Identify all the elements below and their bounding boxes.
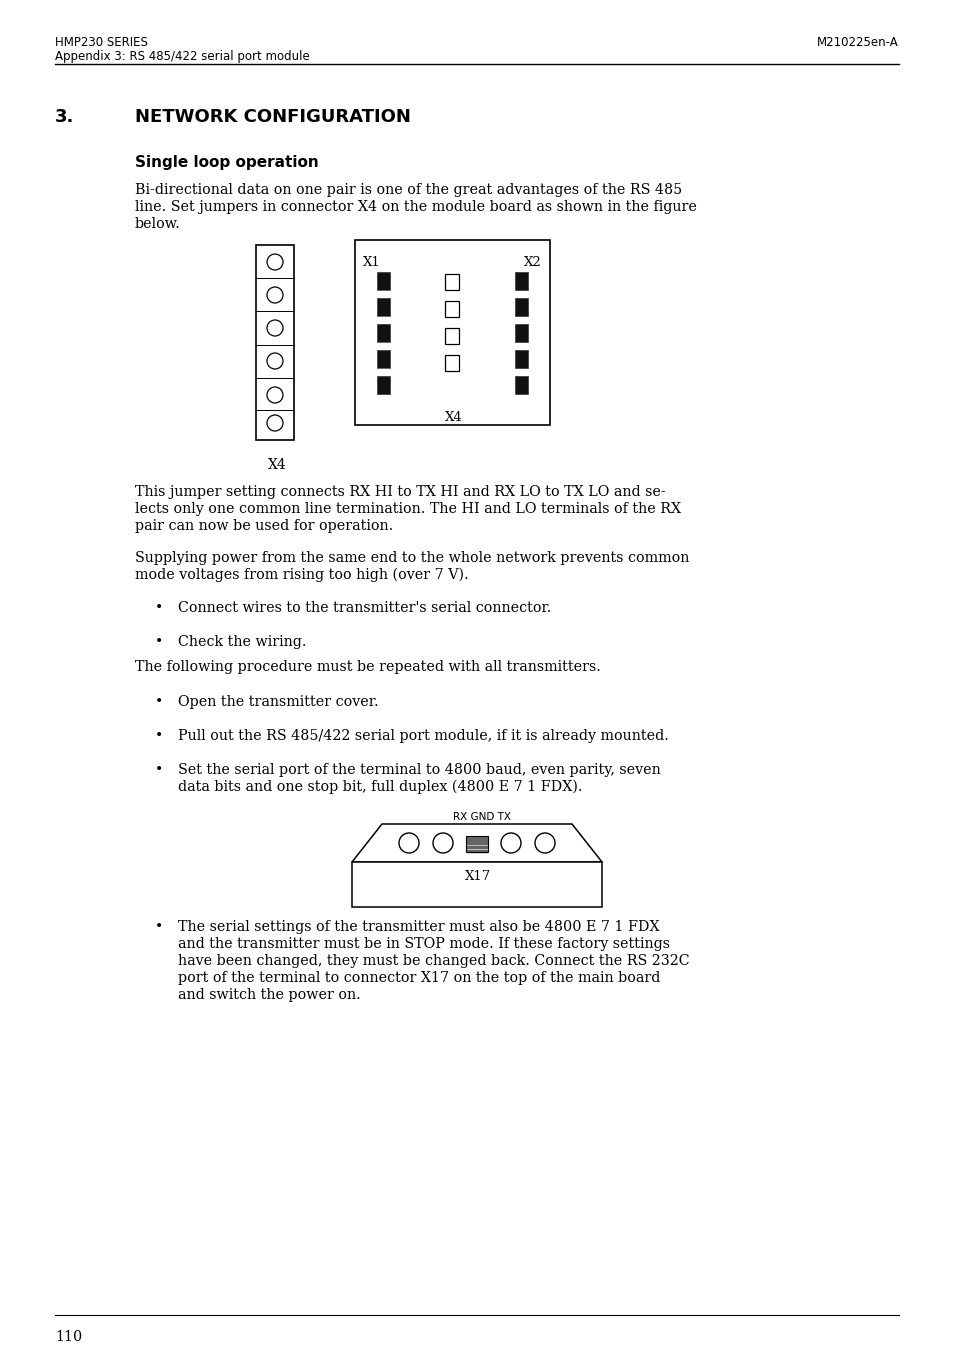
Bar bbox=[444, 355, 458, 372]
Text: Set the serial port of the terminal to 4800 baud, even parity, seven: Set the serial port of the terminal to 4… bbox=[178, 763, 660, 777]
Circle shape bbox=[535, 834, 555, 852]
Text: pair can now be used for operation.: pair can now be used for operation. bbox=[135, 519, 393, 534]
Bar bbox=[515, 350, 527, 367]
Circle shape bbox=[267, 286, 283, 303]
Bar bbox=[376, 324, 390, 342]
Text: below.: below. bbox=[135, 218, 181, 231]
Bar bbox=[444, 328, 458, 345]
Text: Single loop operation: Single loop operation bbox=[135, 155, 318, 170]
Text: and switch the power on.: and switch the power on. bbox=[178, 988, 360, 1002]
Circle shape bbox=[398, 834, 418, 852]
Text: •: • bbox=[154, 694, 163, 709]
Text: •: • bbox=[154, 601, 163, 615]
Text: port of the terminal to connector X17 on the top of the main board: port of the terminal to connector X17 on… bbox=[178, 971, 659, 985]
Bar bbox=[376, 350, 390, 367]
Text: HMP230 SERIES: HMP230 SERIES bbox=[55, 36, 148, 49]
Text: Appendix 3: RS 485/422 serial port module: Appendix 3: RS 485/422 serial port modul… bbox=[55, 50, 310, 63]
Text: X4: X4 bbox=[444, 411, 462, 424]
Text: The serial settings of the transmitter must also be 4800 E 7 1 FDX: The serial settings of the transmitter m… bbox=[178, 920, 659, 934]
Bar bbox=[515, 376, 527, 394]
Circle shape bbox=[267, 386, 283, 403]
Bar bbox=[444, 274, 458, 290]
Text: 3.: 3. bbox=[55, 108, 74, 126]
Text: have been changed, they must be changed back. Connect the RS 232C: have been changed, they must be changed … bbox=[178, 954, 689, 969]
Bar bbox=[444, 301, 458, 317]
Circle shape bbox=[500, 834, 520, 852]
Bar bbox=[352, 862, 601, 907]
Text: Pull out the RS 485/422 serial port module, if it is already mounted.: Pull out the RS 485/422 serial port modu… bbox=[178, 730, 668, 743]
Text: X17: X17 bbox=[464, 870, 491, 884]
Bar bbox=[376, 376, 390, 394]
Circle shape bbox=[267, 320, 283, 336]
Text: X1: X1 bbox=[363, 255, 380, 269]
Text: RX GND TX: RX GND TX bbox=[453, 812, 511, 821]
Text: line. Set jumpers in connector X4 on the module board as shown in the figure: line. Set jumpers in connector X4 on the… bbox=[135, 200, 696, 213]
Text: Supplying power from the same end to the whole network prevents common: Supplying power from the same end to the… bbox=[135, 551, 689, 565]
Bar bbox=[255, 245, 294, 440]
Bar bbox=[515, 324, 527, 342]
Text: Open the transmitter cover.: Open the transmitter cover. bbox=[178, 694, 378, 709]
Text: •: • bbox=[154, 635, 163, 648]
Bar bbox=[515, 299, 527, 316]
Text: •: • bbox=[154, 730, 163, 743]
Circle shape bbox=[267, 254, 283, 270]
Text: •: • bbox=[154, 920, 163, 934]
Bar bbox=[376, 299, 390, 316]
Text: The following procedure must be repeated with all transmitters.: The following procedure must be repeated… bbox=[135, 661, 600, 674]
Text: lects only one common line termination. The HI and LO terminals of the RX: lects only one common line termination. … bbox=[135, 503, 680, 516]
Text: This jumper setting connects RX HI to TX HI and RX LO to TX LO and se-: This jumper setting connects RX HI to TX… bbox=[135, 485, 665, 499]
Circle shape bbox=[267, 415, 283, 431]
Text: X2: X2 bbox=[523, 255, 541, 269]
Text: Check the wiring.: Check the wiring. bbox=[178, 635, 306, 648]
Text: and the transmitter must be in STOP mode. If these factory settings: and the transmitter must be in STOP mode… bbox=[178, 938, 669, 951]
Text: NETWORK CONFIGURATION: NETWORK CONFIGURATION bbox=[135, 108, 411, 126]
Circle shape bbox=[433, 834, 453, 852]
Bar bbox=[515, 272, 527, 290]
Text: Connect wires to the transmitter's serial connector.: Connect wires to the transmitter's seria… bbox=[178, 601, 551, 615]
Bar bbox=[376, 272, 390, 290]
Text: mode voltages from rising too high (over 7 V).: mode voltages from rising too high (over… bbox=[135, 567, 468, 582]
Text: data bits and one stop bit, full duplex (4800 E 7 1 FDX).: data bits and one stop bit, full duplex … bbox=[178, 780, 582, 794]
Bar bbox=[355, 240, 550, 426]
Bar bbox=[465, 836, 488, 852]
Text: 110: 110 bbox=[55, 1329, 82, 1344]
Circle shape bbox=[267, 353, 283, 369]
Text: •: • bbox=[154, 763, 163, 777]
Text: Bi-directional data on one pair is one of the great advantages of the RS 485: Bi-directional data on one pair is one o… bbox=[135, 182, 681, 197]
Text: X4: X4 bbox=[268, 458, 287, 471]
Text: M210225en-A: M210225en-A bbox=[817, 36, 898, 49]
